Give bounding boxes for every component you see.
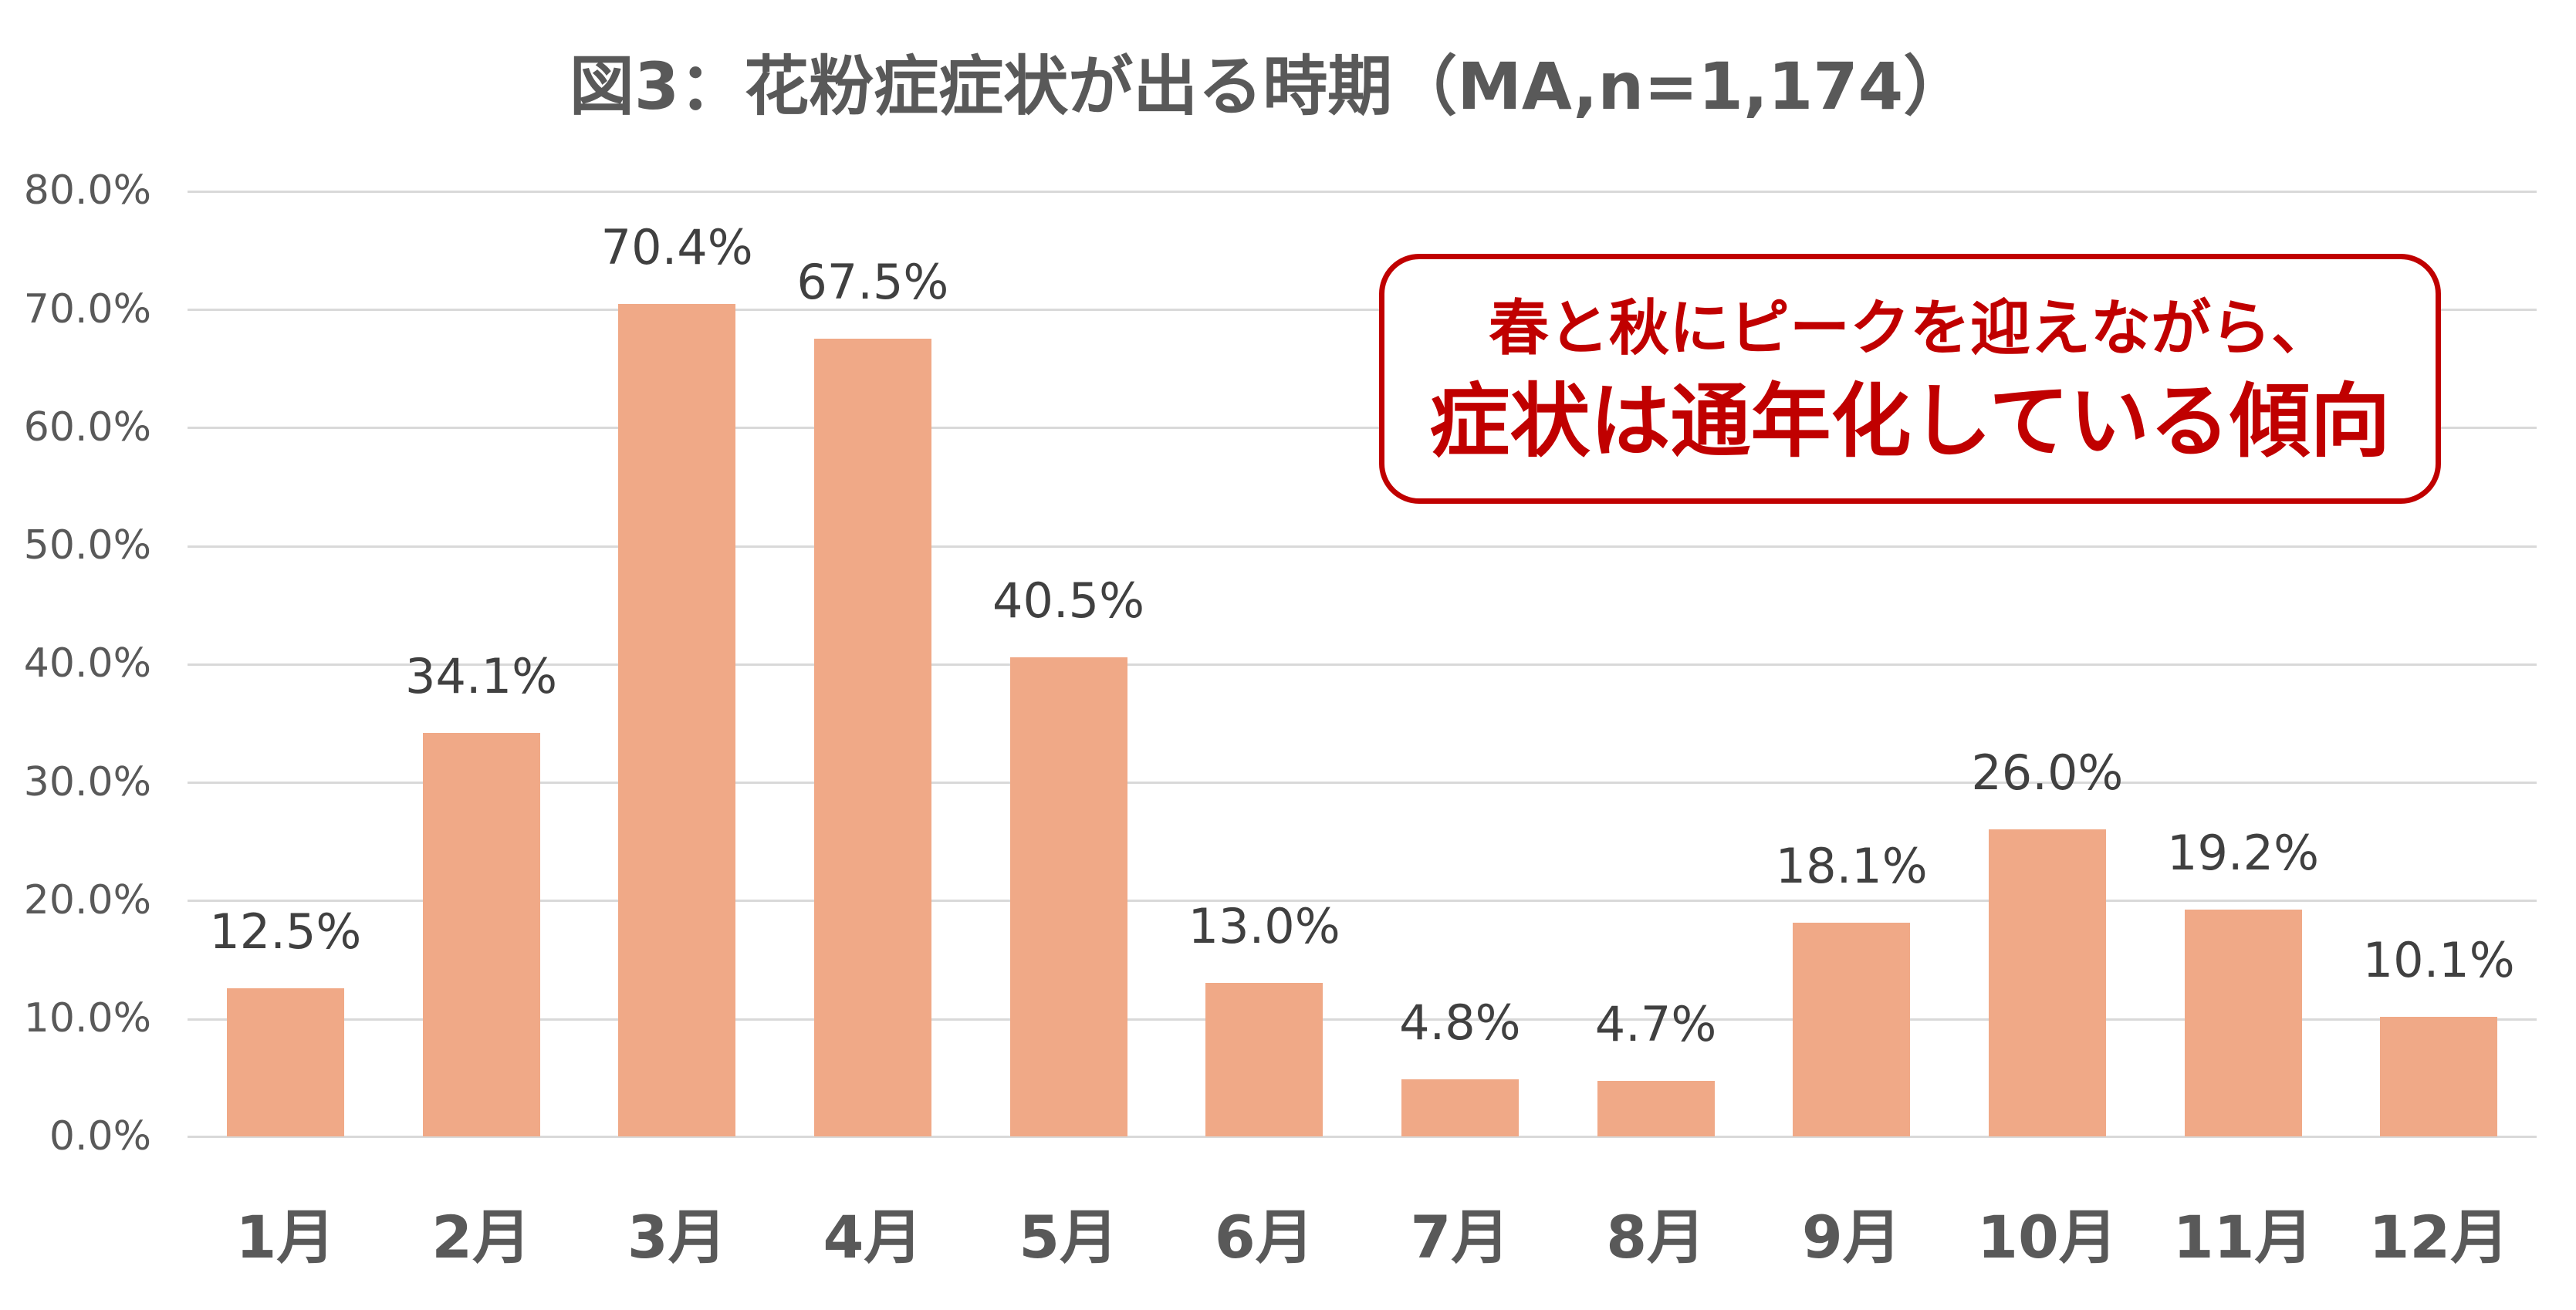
x-tick-label: 5月 <box>1019 1203 1119 1271</box>
plot-area <box>188 191 2537 1138</box>
bar-may <box>1009 657 1127 1136</box>
data-label: 19.2% <box>2167 824 2319 881</box>
x-tick-label: 8月 <box>1606 1203 1706 1271</box>
x-tick-label: 1月 <box>235 1203 336 1271</box>
bar-dec <box>2380 1017 2498 1136</box>
bar-aug <box>1597 1080 1715 1136</box>
gridline <box>188 309 2537 311</box>
x-tick-label: 11月 <box>2172 1203 2314 1271</box>
data-label: 26.0% <box>1971 744 2124 801</box>
y-tick-label: 20.0% <box>23 877 151 923</box>
y-tick-label: 50.0% <box>23 522 151 569</box>
x-tick-label: 4月 <box>823 1203 923 1271</box>
data-label: 34.1% <box>405 648 557 705</box>
bar-oct <box>1988 829 2106 1136</box>
y-tick-label: 60.0% <box>23 404 151 451</box>
y-tick-label: 70.0% <box>23 286 151 333</box>
gridline <box>188 663 2537 666</box>
y-tick-label: 80.0% <box>23 167 151 214</box>
y-tick-label: 10.0% <box>23 995 151 1042</box>
data-label: 10.1% <box>2362 932 2515 989</box>
bar-jun <box>1205 982 1323 1136</box>
bar-apr <box>813 338 931 1136</box>
gridline <box>188 782 2537 784</box>
data-label: 67.5% <box>796 253 949 310</box>
x-tick-label: 10月 <box>1977 1203 2118 1271</box>
x-axis-baseline <box>188 1136 2537 1138</box>
bar-jan <box>226 988 344 1136</box>
y-tick-label: 0.0% <box>49 1113 151 1160</box>
callout-annotation: 春と秋にピークを迎えながら、 症状は通年化している傾向 <box>1379 254 2441 504</box>
chart-title: 図3：花粉症症状が出る時期（MA,n=1,174） <box>569 49 1969 124</box>
gridline <box>188 900 2537 902</box>
data-label: 70.4% <box>600 219 753 276</box>
bar-feb <box>422 733 540 1136</box>
y-tick-label: 30.0% <box>23 759 151 805</box>
data-label: 40.5% <box>992 572 1144 630</box>
gridline <box>188 545 2537 548</box>
bar-nov <box>2184 909 2302 1136</box>
x-tick-label: 6月 <box>1214 1203 1314 1271</box>
data-label: 12.5% <box>209 903 362 961</box>
data-label: 4.7% <box>1594 995 1717 1052</box>
gridline <box>188 191 2537 193</box>
data-label: 18.1% <box>1775 837 1928 894</box>
callout-line-2: 症状は通年化している傾向 <box>1429 374 2391 468</box>
bar-jul <box>1401 1079 1519 1136</box>
x-tick-label: 2月 <box>431 1203 532 1271</box>
bar-mar <box>618 304 736 1136</box>
bar-sep <box>1793 922 1911 1136</box>
x-tick-label: 7月 <box>1410 1203 1510 1271</box>
y-tick-label: 40.0% <box>23 640 151 687</box>
data-label: 13.0% <box>1188 897 1340 954</box>
gridline <box>188 427 2537 429</box>
x-tick-label: 3月 <box>627 1203 727 1271</box>
gridline <box>188 1018 2537 1021</box>
callout-line-1: 春と秋にピークを迎えながら、 <box>1488 294 2331 363</box>
x-tick-label: 9月 <box>1801 1203 1902 1271</box>
x-tick-label: 12月 <box>2368 1203 2510 1271</box>
data-label: 4.8% <box>1399 994 1521 1052</box>
